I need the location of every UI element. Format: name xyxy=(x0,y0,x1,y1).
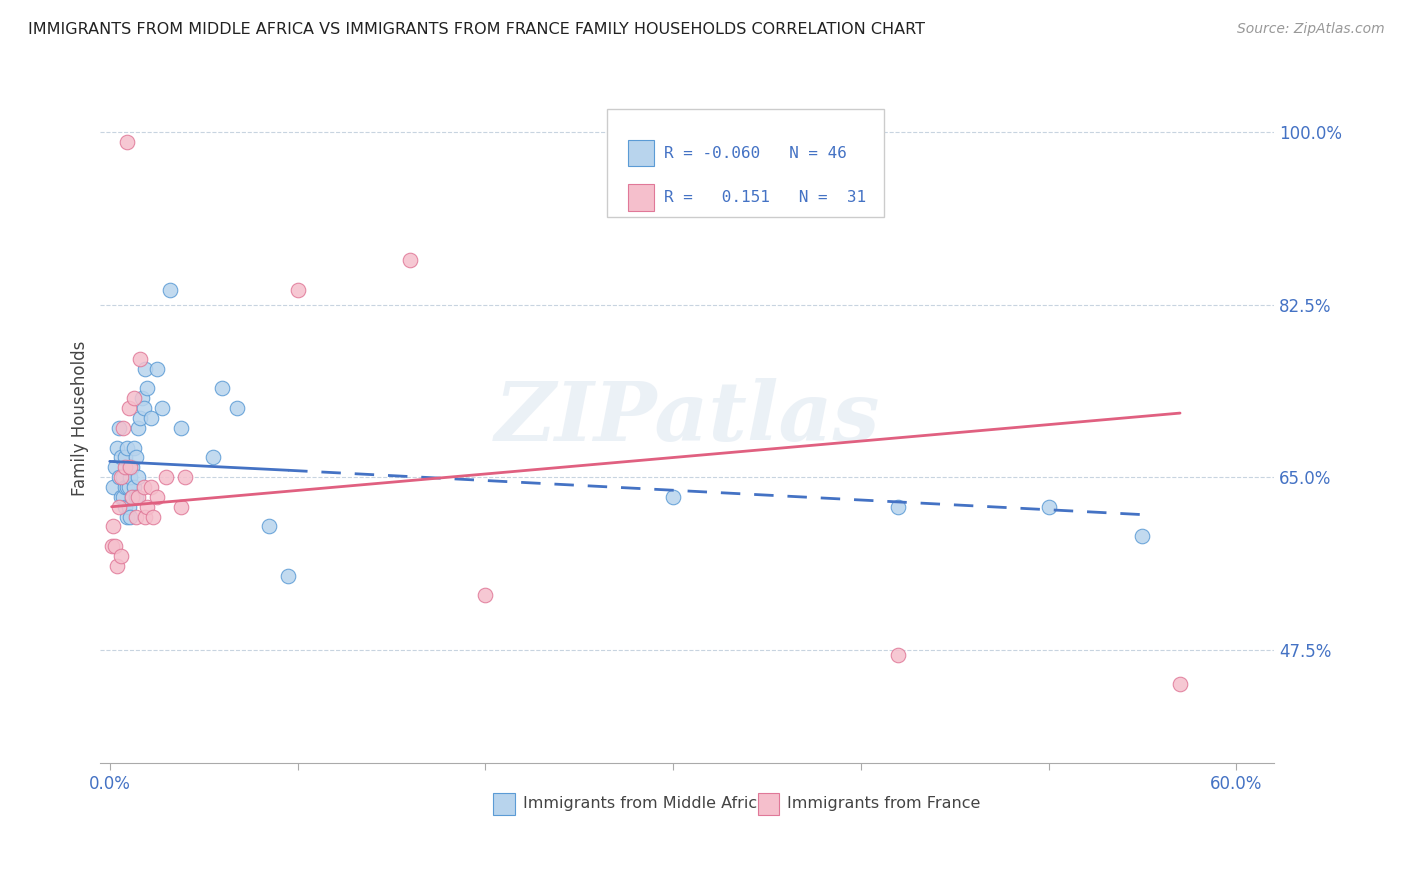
Point xyxy=(114,500,136,514)
Point xyxy=(136,500,159,514)
Point xyxy=(121,460,143,475)
Point xyxy=(127,490,149,504)
Point xyxy=(114,450,136,465)
Point xyxy=(115,135,138,149)
Point xyxy=(111,470,134,484)
Point xyxy=(121,490,143,504)
Point xyxy=(136,381,159,395)
Point xyxy=(1168,677,1191,691)
Point xyxy=(134,361,156,376)
Point xyxy=(139,411,162,425)
Point xyxy=(150,401,173,416)
Point xyxy=(117,480,139,494)
FancyBboxPatch shape xyxy=(628,140,654,166)
Point xyxy=(887,500,910,514)
Point xyxy=(125,450,148,465)
Point xyxy=(127,421,149,435)
Text: R = -0.060   N = 46: R = -0.060 N = 46 xyxy=(664,145,846,161)
Point xyxy=(134,509,156,524)
Point xyxy=(125,490,148,504)
Text: R =   0.151   N =  31: R = 0.151 N = 31 xyxy=(664,190,866,205)
Point xyxy=(662,490,685,504)
Point xyxy=(115,480,138,494)
Point xyxy=(173,470,195,484)
Text: Immigrants from Middle Africa: Immigrants from Middle Africa xyxy=(523,797,766,811)
Point xyxy=(108,470,131,484)
Point xyxy=(111,490,134,504)
Point xyxy=(114,460,136,475)
Point xyxy=(110,450,132,465)
Point xyxy=(474,589,496,603)
Point xyxy=(108,500,131,514)
Point xyxy=(1132,529,1154,543)
Point xyxy=(100,539,122,553)
Point xyxy=(108,421,131,435)
Point xyxy=(115,441,138,455)
Text: Source: ZipAtlas.com: Source: ZipAtlas.com xyxy=(1237,22,1385,37)
Point xyxy=(125,509,148,524)
Point xyxy=(120,470,142,484)
FancyBboxPatch shape xyxy=(628,185,654,211)
Point xyxy=(120,509,142,524)
Point xyxy=(105,558,128,573)
Text: ZIPatlas: ZIPatlas xyxy=(495,378,880,458)
Point xyxy=(131,392,153,406)
Point xyxy=(170,421,193,435)
Point xyxy=(104,460,127,475)
Point xyxy=(202,450,225,465)
Point xyxy=(142,509,165,524)
Point xyxy=(145,361,167,376)
Point xyxy=(110,549,132,563)
Point xyxy=(103,519,125,533)
Point xyxy=(110,470,132,484)
Point xyxy=(132,480,155,494)
Point xyxy=(104,539,127,553)
Point xyxy=(121,490,143,504)
Point xyxy=(155,470,177,484)
Point xyxy=(132,401,155,416)
Point xyxy=(287,283,309,297)
Point xyxy=(122,392,145,406)
Point xyxy=(122,441,145,455)
Point xyxy=(115,509,138,524)
Point xyxy=(170,500,193,514)
FancyBboxPatch shape xyxy=(758,793,779,814)
Y-axis label: Family Households: Family Households xyxy=(72,341,89,496)
Point xyxy=(145,490,167,504)
FancyBboxPatch shape xyxy=(607,109,884,217)
FancyBboxPatch shape xyxy=(494,793,515,814)
Point xyxy=(111,421,134,435)
Point xyxy=(117,500,139,514)
Text: Immigrants from France: Immigrants from France xyxy=(787,797,980,811)
Point xyxy=(110,490,132,504)
Point xyxy=(120,460,142,475)
Point xyxy=(127,470,149,484)
Point xyxy=(114,480,136,494)
Point xyxy=(226,401,249,416)
Point xyxy=(103,480,125,494)
Point xyxy=(211,381,233,395)
Point xyxy=(139,480,162,494)
Point xyxy=(105,441,128,455)
Point xyxy=(399,253,422,268)
Point xyxy=(1038,500,1060,514)
Point xyxy=(128,351,150,366)
Text: IMMIGRANTS FROM MIDDLE AFRICA VS IMMIGRANTS FROM FRANCE FAMILY HOUSEHOLDS CORREL: IMMIGRANTS FROM MIDDLE AFRICA VS IMMIGRA… xyxy=(28,22,925,37)
Point xyxy=(128,411,150,425)
Point xyxy=(887,648,910,662)
Point xyxy=(159,283,181,297)
Point xyxy=(122,480,145,494)
Point xyxy=(259,519,281,533)
Point xyxy=(277,568,299,582)
Point xyxy=(117,401,139,416)
